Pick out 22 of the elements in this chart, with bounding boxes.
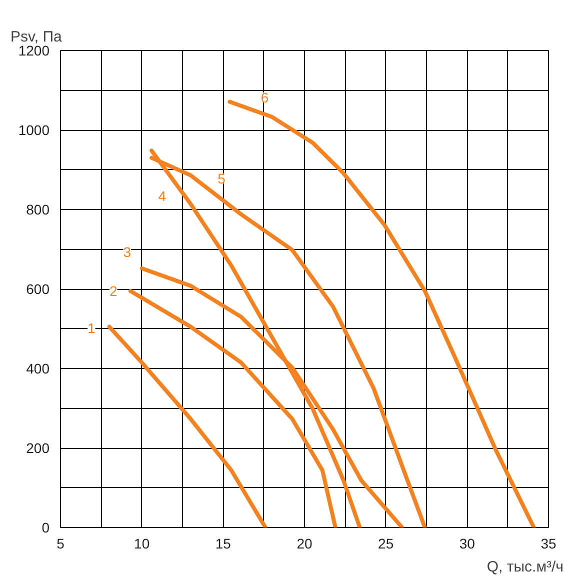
- x-tick-label: 25: [378, 536, 394, 552]
- x-tick-label: 20: [296, 536, 312, 552]
- annotation: 3: [123, 244, 132, 260]
- y-tick-label: 200: [26, 440, 50, 456]
- x-tick-label: 35: [540, 536, 556, 552]
- annotation: 2: [109, 282, 118, 299]
- y-tick-label: 0: [42, 520, 50, 536]
- y-tick-label: 400: [26, 360, 50, 376]
- y-tick-label: 1200: [18, 42, 50, 58]
- y-axis-title: Psv, Па: [10, 28, 63, 46]
- annotation: 5: [218, 170, 226, 186]
- y-tick-label: 1000: [18, 122, 50, 138]
- x-tick-label: 15: [215, 536, 232, 552]
- x-tick-label: 10: [134, 536, 150, 552]
- x-axis-title: Q, тыс.м³/ч: [486, 558, 564, 576]
- annotation: 1: [88, 320, 96, 336]
- y-tick-label: 600: [26, 281, 50, 297]
- annotation: 4: [158, 188, 166, 204]
- x-tick-label: 30: [459, 536, 476, 552]
- annotation: 6: [260, 89, 269, 106]
- x-tick-label: 5: [56, 536, 65, 552]
- y-tick-label: 800: [26, 202, 50, 218]
